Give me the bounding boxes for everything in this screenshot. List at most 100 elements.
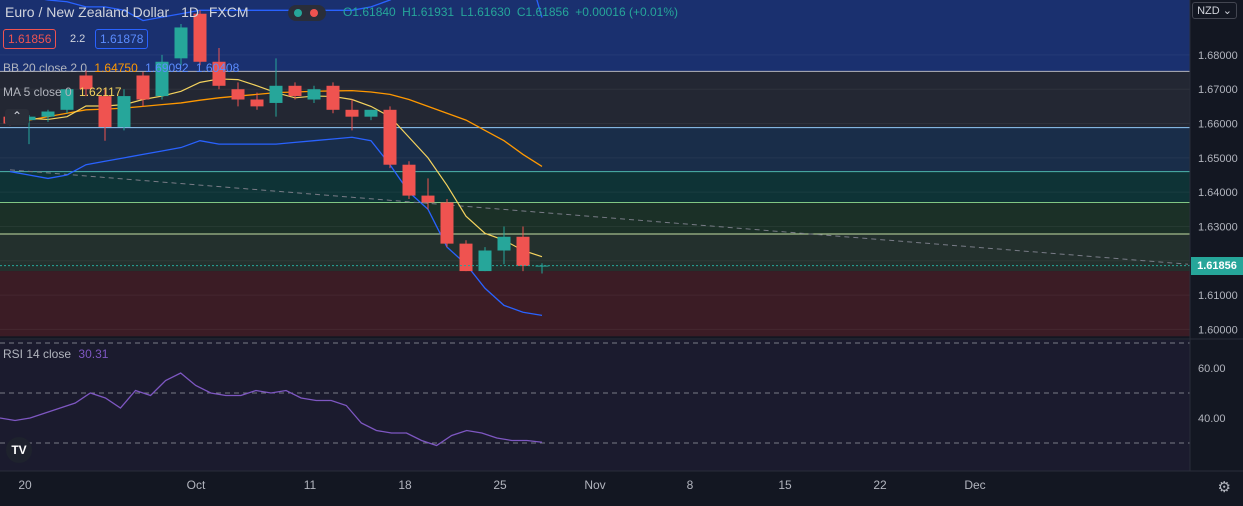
price-zone — [0, 171, 1190, 203]
candle — [383, 106, 397, 169]
candle-body — [174, 27, 188, 59]
price-zone — [0, 234, 1190, 272]
interval[interactable]: 1D — [181, 4, 199, 20]
candle-body — [440, 202, 454, 244]
price-tick: 1.68000 — [1198, 50, 1238, 62]
candle-body — [136, 75, 150, 100]
bb-upper-line — [44, 0, 543, 22]
candle — [174, 24, 188, 66]
bb-basis-value: 1.64750 — [94, 61, 138, 75]
sell-button[interactable]: 1.61856 — [3, 29, 57, 49]
time-tick: Nov — [584, 478, 605, 492]
candle-body — [22, 116, 36, 121]
last-price-badge: 1.61856 — [1191, 256, 1243, 275]
horizontal-levels — [0, 70, 1190, 235]
price-tick: 1.66000 — [1198, 119, 1238, 131]
candle — [288, 82, 302, 100]
high-value: H1.61931 — [402, 5, 455, 19]
candle-body — [307, 89, 321, 100]
price-axis-ticks: 1.68000 1.67000 1.66000 1.65000 1.64000 1.630… — [1198, 50, 1238, 337]
bb-label: BB 20 close 2 0 — [3, 61, 88, 75]
symbol-header[interactable]: Euro / New Zealand Dollar 1D FXCM — [5, 4, 249, 20]
time-tick: 11 — [304, 478, 317, 492]
candle — [231, 82, 245, 107]
candle-body — [478, 250, 492, 272]
candle — [345, 99, 359, 131]
candle-body — [98, 96, 112, 127]
collapse-legend-icon[interactable]: ⌃ — [5, 109, 29, 125]
candle-body — [79, 75, 93, 90]
rsi-legend[interactable]: RSI 14 close 30.31 — [3, 347, 108, 361]
candle — [98, 89, 112, 141]
dot-icon — [294, 8, 302, 17]
rsi-ticks: 60.00 40.00 — [1198, 363, 1226, 425]
candle — [250, 92, 264, 110]
price-zone — [0, 271, 1190, 337]
rsi-line — [0, 372, 543, 447]
open-value: O1.61840 — [343, 5, 396, 19]
price-tick: 1.65000 — [1198, 153, 1238, 165]
candle-body — [231, 89, 245, 100]
candle-body — [193, 13, 207, 62]
ohlc-values: O1.61840 H1.61931 L1.61630 C1.61856 +0.0… — [343, 5, 678, 19]
rsi-value: 30.31 — [78, 347, 109, 361]
ma-legend[interactable]: MA 5 close 0 1.62117 — [3, 85, 122, 99]
time-tick: 25 — [493, 478, 507, 492]
currency-menu[interactable]: NZD ⌄ — [1192, 2, 1237, 19]
ma-label: MA 5 close 0 — [3, 85, 72, 99]
gear-icon[interactable]: ⚙ — [1217, 479, 1231, 496]
candle — [41, 109, 55, 122]
time-tick: Oct — [187, 478, 206, 492]
price-zone — [0, 71, 1190, 128]
candle-body — [60, 89, 74, 110]
spread-value: 2.2 — [70, 33, 86, 45]
time-tick: 15 — [778, 478, 792, 492]
bb-lower-line — [9, 136, 543, 316]
candle-body — [250, 99, 264, 107]
candle — [136, 72, 150, 107]
price-tick: 1.67000 — [1198, 84, 1238, 96]
symbol-name: Euro / New Zealand Dollar — [5, 4, 170, 20]
price-tick: 1.63000 — [1198, 221, 1238, 233]
change-value: +0.00016 (+0.01%) — [575, 5, 678, 19]
candle — [117, 89, 131, 131]
candle-body — [497, 236, 511, 251]
trendline — [9, 169, 1189, 265]
low-value: L1.61630 — [460, 5, 511, 19]
bb-legend[interactable]: BB 20 close 2 0 1.64750 1.69092 1.60408 — [3, 61, 239, 75]
candle — [478, 247, 492, 272]
grid-lines — [0, 54, 1190, 330]
price-tick: 1.64000 — [1198, 187, 1238, 199]
rsi-tick: 40.00 — [1198, 413, 1226, 425]
rsi-tick: 60.00 — [1198, 363, 1226, 375]
candle — [497, 226, 511, 265]
bb-lower-value: 1.60408 — [195, 61, 240, 75]
visibility-toggle[interactable] — [288, 4, 326, 21]
candle-body — [402, 164, 416, 196]
time-axis-ticks: 20 Oct 11 18 25 Nov 8 15 22 Dec — [18, 478, 985, 492]
candle — [22, 114, 36, 145]
rsi-levels — [0, 342, 1190, 444]
price-tick: 1.60000 — [1198, 324, 1238, 336]
price-zone — [0, 202, 1190, 235]
time-tick: 8 — [687, 478, 694, 492]
candle — [402, 161, 416, 200]
time-tick: Dec — [964, 478, 985, 492]
candle — [440, 199, 454, 248]
candle — [212, 48, 226, 90]
candle — [516, 226, 530, 272]
close-value: C1.61856 — [516, 5, 569, 19]
ma-value: 1.62117 — [79, 85, 122, 99]
candle — [193, 10, 207, 66]
tradingview-logo: TV — [6, 437, 32, 463]
candle-body — [364, 109, 378, 117]
candle — [459, 240, 473, 272]
buy-button[interactable]: 1.61878 — [95, 29, 149, 49]
candle-body — [41, 111, 55, 117]
candle — [60, 89, 74, 114]
candle — [155, 54, 169, 100]
time-tick: 18 — [398, 478, 412, 492]
rsi-pane — [0, 340, 1190, 471]
price-zone — [0, 127, 1190, 172]
